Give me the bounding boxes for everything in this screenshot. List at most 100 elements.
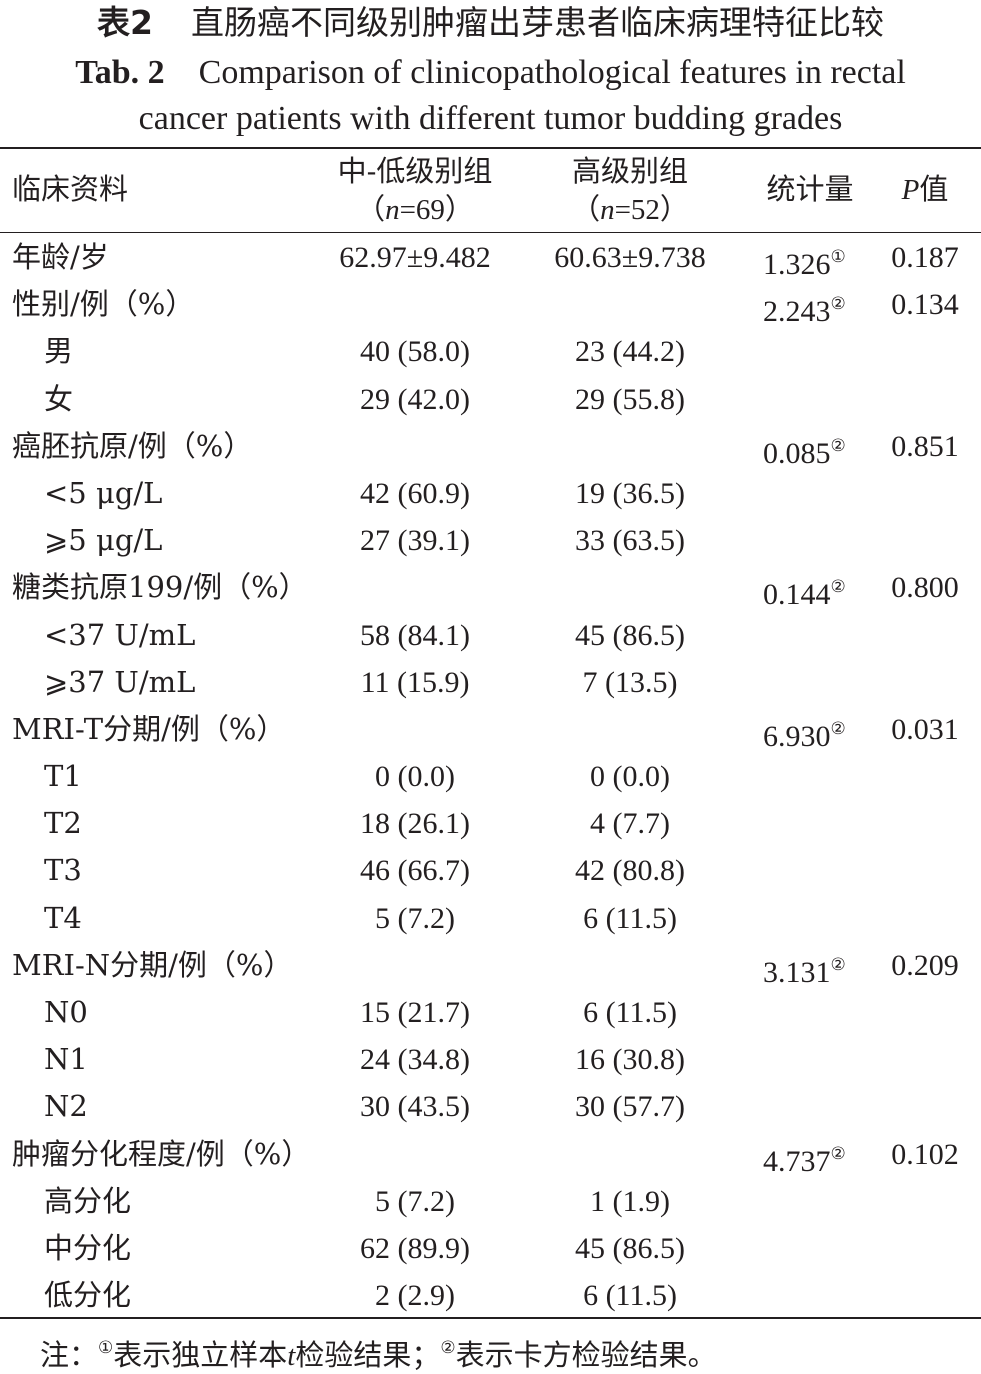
cell-group-high: 16 (30.8) xyxy=(575,1043,685,1077)
table-title-cn: 直肠癌不同级别肿瘤出芽患者临床病理特征比较 xyxy=(190,3,884,42)
cell-group-high: 29 (55.8) xyxy=(575,382,685,416)
row-label: T2 xyxy=(44,806,82,841)
cell-statistic: 0.085② xyxy=(763,435,846,470)
row-label: 中分化 xyxy=(44,1230,132,1265)
row-label: 肿瘤分化程度/例（%） xyxy=(12,1136,311,1171)
row-label: ⩾37 U/mL xyxy=(44,664,196,699)
table-row: MRI-N分期/例（%） 3.131② 0.209 xyxy=(0,942,981,989)
header-group-high: 高级别组 （n=52） xyxy=(520,152,740,229)
table-row: T2 18 (26.1) 4 (7.7) xyxy=(0,800,981,847)
row-label: T3 xyxy=(44,853,82,888)
cell-group-low: 5 (7.2) xyxy=(375,1184,455,1218)
cell-p-value: 0.187 xyxy=(891,241,959,274)
cell-group-low: 24 (34.8) xyxy=(360,1043,470,1077)
cell-p-value: 0.134 xyxy=(891,288,959,322)
header-group-low-n: （n=69） xyxy=(356,192,474,226)
cell-group-high: 42 (80.8) xyxy=(575,854,685,888)
cell-group-high: 0 (0.0) xyxy=(590,760,670,794)
cell-group-high: 23 (44.2) xyxy=(575,335,685,369)
table-row: 糖类抗原199/例（%） 0.144② 0.800 xyxy=(0,564,981,611)
cell-group-low: 5 (7.2) xyxy=(375,901,455,935)
cell-p-value: 0.031 xyxy=(891,712,959,746)
row-label: MRI-T分期/例（%） xyxy=(12,711,286,746)
table-row: 年龄/岁 62.97±9.482 60.63±9.738 1.326① 0.187 xyxy=(0,234,981,281)
table-title-en-line1: Comparison of clinicopathological featur… xyxy=(198,54,906,91)
row-label: 年龄/岁 xyxy=(12,240,109,274)
cell-statistic: 2.243② xyxy=(763,294,846,329)
cell-group-low: 27 (39.1) xyxy=(360,524,470,558)
table-row: 低分化 2 (2.9) 6 (11.5) xyxy=(0,1272,981,1319)
table-row: 性别/例（%） 2.243② 0.134 xyxy=(0,281,981,328)
table-row: 男 40 (58.0) 23 (44.2) xyxy=(0,328,981,375)
cell-statistic: 4.737② xyxy=(763,1143,846,1178)
table-row: T1 0 (0.0) 0 (0.0) xyxy=(0,753,981,800)
row-label: N2 xyxy=(44,1089,88,1124)
table-row: MRI-T分期/例（%） 6.930② 0.031 xyxy=(0,706,981,753)
cell-statistic: 3.131② xyxy=(763,954,846,989)
table-caption-cn: 表2 直肠癌不同级别肿瘤出芽患者临床病理特征比较 xyxy=(0,0,981,46)
table-row: N1 24 (34.8) 16 (30.8) xyxy=(0,1036,981,1083)
cell-group-high: 45 (86.5) xyxy=(575,1231,685,1265)
cell-group-high: 6 (11.5) xyxy=(583,901,677,935)
header-statistic: 统计量 xyxy=(766,172,854,206)
row-label: 高分化 xyxy=(44,1183,132,1218)
table-caption-en: Tab. 2 Comparison of clinicopathological … xyxy=(0,50,981,96)
table-body: 年龄/岁 62.97±9.482 60.63±9.738 1.326① 0.187 性别/… xyxy=(0,234,981,1319)
header-clinical-data: 临床资料 xyxy=(12,172,129,206)
row-label: 女 xyxy=(44,381,74,416)
row-label: 糖类抗原199/例（%） xyxy=(12,570,308,605)
cell-statistic: 1.326① xyxy=(763,247,846,281)
table-row: <5 μg/L 42 (60.9) 19 (36.5) xyxy=(0,470,981,517)
cell-p-value: 0.800 xyxy=(891,571,959,605)
table-row: 癌胚抗原/例（%） 0.085② 0.851 xyxy=(0,423,981,470)
header-group-low: 中-低级别组 （n=69） xyxy=(300,152,530,229)
footnote-mark-2: ② xyxy=(440,1338,456,1358)
table-footnote: 注：①表示独立样本t检验结果；②表示卡方检验结果。 xyxy=(40,1338,717,1372)
cell-group-low: 58 (84.1) xyxy=(360,618,470,652)
table-bottom-rule xyxy=(0,1317,981,1319)
table-header-rule xyxy=(0,232,981,233)
row-label: N1 xyxy=(44,1042,88,1077)
table-row: ⩾37 U/mL 11 (15.9) 7 (13.5) xyxy=(0,659,981,706)
cell-statistic: 6.930② xyxy=(763,718,846,753)
test-mark: ② xyxy=(830,1143,846,1164)
cell-group-high: 4 (7.7) xyxy=(590,807,670,841)
table-row: 高分化 5 (7.2) 1 (1.9) xyxy=(0,1178,981,1225)
table-row: 女 29 (42.0) 29 (55.8) xyxy=(0,376,981,423)
test-mark: ② xyxy=(830,294,846,315)
cell-group-high: 30 (57.7) xyxy=(575,1090,685,1124)
cell-group-low: 2 (2.9) xyxy=(375,1279,455,1313)
cell-group-high: 60.63±9.738 xyxy=(554,241,706,274)
table-label-cn: 表2 xyxy=(97,3,153,42)
table-row: ⩾5 μg/L 27 (39.1) 33 (63.5) xyxy=(0,517,981,564)
cell-group-low: 18 (26.1) xyxy=(360,807,470,841)
table-title-en-line2: cancer patients with different tumor bud… xyxy=(138,100,843,137)
header-group-high-n: （n=52） xyxy=(571,192,689,226)
row-label: MRI-N分期/例（%） xyxy=(12,947,293,982)
table-row: 肿瘤分化程度/例（%） 4.737② 0.102 xyxy=(0,1131,981,1178)
cell-group-high: 45 (86.5) xyxy=(575,618,685,652)
cell-group-low: 62.97±9.482 xyxy=(339,241,491,274)
row-label: T1 xyxy=(44,759,82,794)
cell-group-low: 42 (60.9) xyxy=(360,476,470,510)
table-row: <37 U/mL 58 (84.1) 45 (86.5) xyxy=(0,612,981,659)
row-label: N0 xyxy=(44,995,88,1029)
cell-statistic: 0.144② xyxy=(763,577,846,612)
row-label: 性别/例（%） xyxy=(12,287,195,322)
cell-group-high: 7 (13.5) xyxy=(582,665,678,699)
table-row: 中分化 62 (89.9) 45 (86.5) xyxy=(0,1225,981,1272)
cell-group-low: 62 (89.9) xyxy=(360,1231,470,1265)
table-row: T4 5 (7.2) 6 (11.5) xyxy=(0,895,981,942)
cell-group-high: 33 (63.5) xyxy=(575,524,685,558)
row-label: 癌胚抗原/例（%） xyxy=(12,428,253,463)
cell-group-high: 6 (11.5) xyxy=(583,996,677,1029)
row-label: T4 xyxy=(44,900,82,935)
cell-group-low: 29 (42.0) xyxy=(360,382,470,416)
test-mark: ② xyxy=(830,577,846,598)
cell-group-high: 6 (11.5) xyxy=(583,1279,677,1313)
cell-group-high: 1 (1.9) xyxy=(590,1184,670,1218)
row-label: <5 μg/L xyxy=(44,475,163,510)
test-mark: ② xyxy=(830,435,846,456)
cell-group-low: 11 (15.9) xyxy=(360,665,470,699)
row-label: 低分化 xyxy=(44,1278,132,1313)
